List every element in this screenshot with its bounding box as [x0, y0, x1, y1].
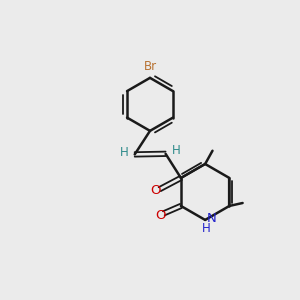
- Text: Br: Br: [143, 60, 157, 73]
- Text: O: O: [155, 209, 166, 222]
- Text: H: H: [172, 144, 181, 157]
- Text: N: N: [207, 212, 216, 225]
- Text: O: O: [150, 184, 160, 197]
- Text: H: H: [202, 222, 211, 235]
- Text: H: H: [119, 146, 128, 159]
